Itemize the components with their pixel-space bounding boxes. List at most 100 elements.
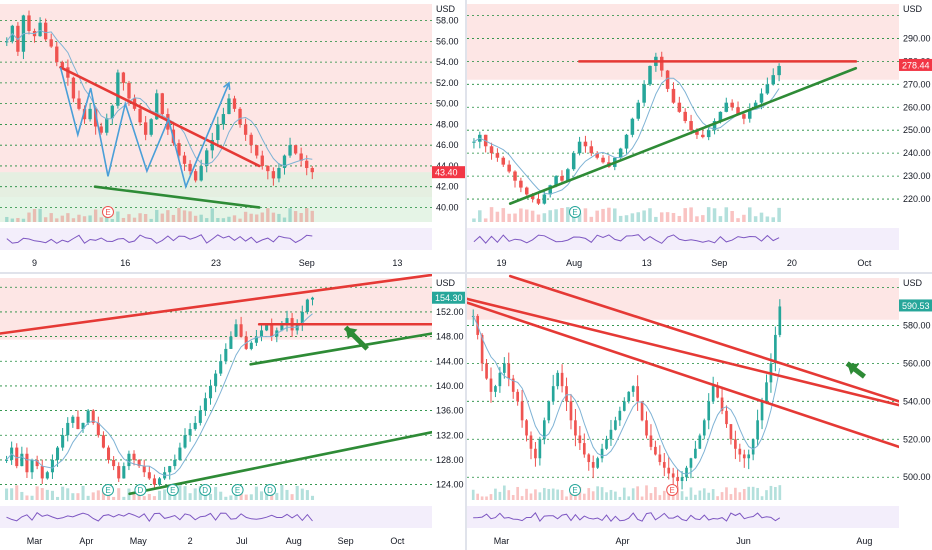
volume-bar <box>701 215 705 222</box>
volume-bar <box>507 213 511 222</box>
y-tick-label: 520.00 <box>903 434 931 444</box>
volume-bar <box>495 211 500 222</box>
candle-body <box>173 459 177 467</box>
volume-bar <box>81 485 85 500</box>
volume-bar <box>166 210 170 222</box>
candle-body <box>177 143 181 156</box>
volume-bar <box>596 486 599 500</box>
candle-body <box>645 420 648 436</box>
candle-body <box>88 108 92 120</box>
chart-panel-top-right[interactable]: E USD 220.00 230.00 240.00 250.00 260.00 270.00… <box>467 0 932 272</box>
event-badge <box>666 484 679 496</box>
candle-body <box>556 372 559 387</box>
price-axis <box>432 0 465 272</box>
candle-body <box>480 334 484 364</box>
candle-body <box>551 386 555 402</box>
x-tick-label: 20 <box>787 258 797 268</box>
event-badge-label: E <box>670 486 675 495</box>
volume-bar <box>82 216 87 222</box>
candle-body <box>642 84 646 103</box>
event-badge <box>166 484 179 496</box>
candle-body <box>101 435 105 448</box>
red-trendline <box>508 274 901 403</box>
panel-divider-horizontal[interactable] <box>0 272 932 274</box>
panel-divider-vertical[interactable] <box>465 0 467 550</box>
green-trendline <box>508 66 858 205</box>
volume-bar <box>734 487 737 500</box>
x-tick-label: Apr <box>79 536 93 546</box>
candle-body <box>265 324 269 331</box>
moving-average-line <box>6 313 313 476</box>
candle-body <box>270 324 274 337</box>
candle-body <box>288 145 292 156</box>
chart-panel-bottom-left[interactable]: EDEDED50.00USD124.00128.00132.00136.0014… <box>0 274 465 550</box>
volume-bar <box>642 210 646 222</box>
volume-bar <box>183 486 187 500</box>
volume-bar <box>676 486 679 500</box>
volume-bar <box>507 490 511 500</box>
candle-body <box>91 410 95 423</box>
volume-bar <box>55 218 59 222</box>
candle-body <box>27 15 31 31</box>
volume-bar <box>498 491 502 500</box>
volume-bar <box>155 209 159 222</box>
candle-body <box>680 477 684 482</box>
volume-bar <box>577 212 582 222</box>
candle-body <box>127 453 131 467</box>
candle-body <box>729 424 733 440</box>
candle-body <box>519 180 523 188</box>
y-tick-label: 250.00 <box>903 125 931 135</box>
volume-bar <box>765 216 770 222</box>
y-tick-label: 58.00 <box>436 16 459 26</box>
volume-bar <box>310 495 315 500</box>
event-badge-label: E <box>572 486 577 495</box>
volume-bar <box>300 488 304 500</box>
candle-body <box>707 401 711 421</box>
candle-body <box>122 466 126 479</box>
chart-panel-bottom-right[interactable]: EE50.00USD500.00520.00540.00560.00580.00… <box>467 274 932 550</box>
volume-bar <box>157 490 162 500</box>
candle-body <box>224 348 228 362</box>
candle-body <box>277 168 281 179</box>
volume-bar <box>565 496 568 500</box>
candle-body <box>601 157 605 163</box>
rsi-line <box>6 511 313 522</box>
volume-bar <box>501 208 506 222</box>
volume-bar <box>266 208 270 222</box>
candle-body <box>560 176 564 181</box>
volume-bar <box>753 216 758 222</box>
volume-bar <box>560 207 564 222</box>
y-tick-label: 240.00 <box>903 148 931 158</box>
candle-body <box>116 72 120 106</box>
candle-body <box>730 102 734 108</box>
volume-bar <box>163 489 167 500</box>
volume-bar <box>536 214 541 222</box>
volume-bar <box>244 494 248 500</box>
y-tick-label: 136.00 <box>436 406 464 416</box>
volume-bar <box>471 489 475 500</box>
chart-panel-top-left[interactable]: E50.00USD40.0042.0044.0046.0048.0050.005… <box>0 0 465 272</box>
rsi-band <box>0 228 432 250</box>
volume-bar <box>694 494 697 500</box>
candle-body <box>285 318 289 325</box>
candle-body <box>725 410 728 425</box>
volume-bar <box>50 490 54 500</box>
volume-bar <box>173 491 177 500</box>
volume-bar <box>729 494 733 500</box>
volume-bar <box>116 211 120 222</box>
volume-bar <box>71 493 75 500</box>
candle-body <box>38 22 42 37</box>
volume-bar <box>56 496 60 500</box>
candle-body <box>648 65 652 85</box>
candle-body <box>60 62 64 68</box>
candle-body <box>132 453 136 460</box>
volume-bar <box>219 491 223 500</box>
volume-bar <box>93 209 98 222</box>
candle-body <box>50 459 54 473</box>
x-tick-label: 13 <box>392 258 402 268</box>
volume-bar <box>188 493 192 500</box>
candle-body <box>671 88 676 103</box>
candle-body <box>203 398 207 411</box>
candle-body <box>624 134 629 149</box>
volume-bar <box>30 495 34 500</box>
